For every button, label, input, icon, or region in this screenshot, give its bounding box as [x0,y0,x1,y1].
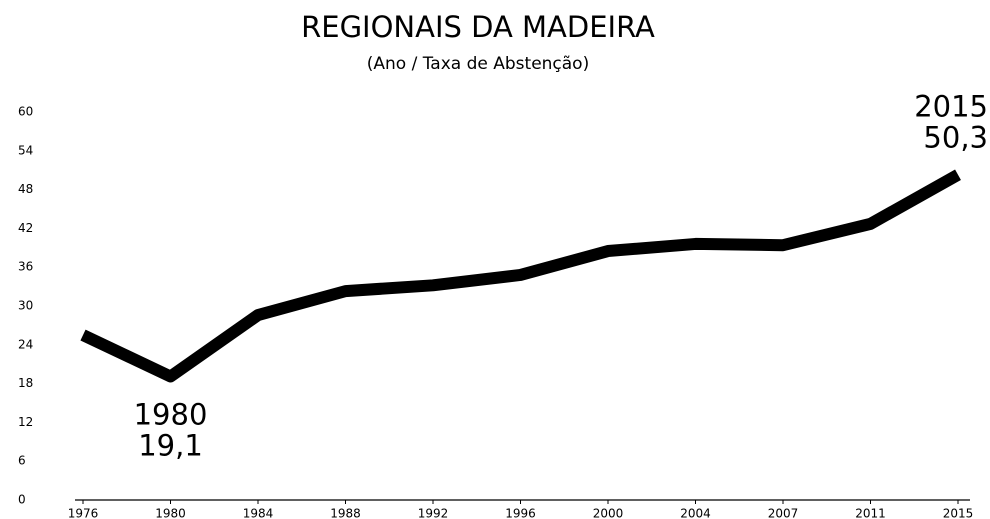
x-tick-label: 2004 [680,507,711,519]
y-tick-label: 42 [18,221,33,235]
x-tick-label: 2007 [768,507,799,519]
y-tick-label: 18 [18,376,33,390]
x-tick-label: 2011 [855,507,886,519]
x-tick-label: 1996 [505,507,536,519]
x-tick-label: 1988 [330,507,361,519]
annotation-year: 2015 [914,90,988,124]
annotation-year: 1980 [134,397,208,431]
x-tick-label: 1980 [155,507,186,519]
y-tick-label: 36 [18,260,33,274]
x-tick-label: 1992 [418,507,449,519]
y-tick-label: 6 [18,454,26,468]
chart-subtitle: (Ano / Taxa de Abstenção) [367,54,589,74]
chart-title: REGIONAIS DA MADEIRA [301,10,655,44]
y-tick-label: 12 [18,415,33,429]
x-tick-label: 2015 [943,507,974,519]
y-tick-label: 0 [18,493,26,507]
value-label: 19,1 [138,428,203,462]
y-tick-label: 48 [18,182,33,196]
x-tick-label: 1984 [243,507,274,519]
y-tick-label: 30 [18,299,33,313]
y-tick-label: 24 [18,337,33,351]
x-tick-label: 1976 [68,507,99,519]
y-tick-label: 54 [18,143,33,157]
x-tick-label: 2000 [593,507,624,519]
line [80,169,961,383]
y-tick-label: 60 [18,105,33,119]
value-label: 50,3 [923,121,988,155]
